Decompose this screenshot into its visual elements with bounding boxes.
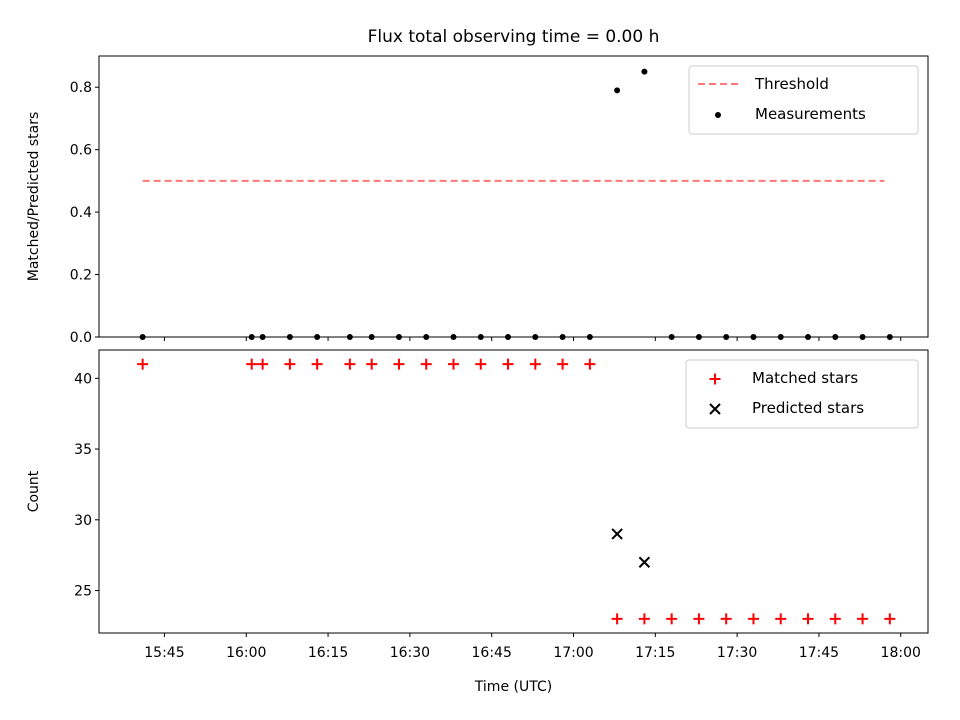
y-tick-label: 0.6 (70, 143, 92, 159)
matched-stars-point (857, 613, 869, 625)
measurements-point (395, 334, 402, 340)
y-tick-label: 0.4 (70, 205, 92, 221)
x-tick-label: 16:00 (226, 645, 266, 661)
predicted-stars-point-b (638, 556, 651, 568)
matched-stars-point (693, 613, 705, 625)
chart-title: Flux total observing time = 0.00 h (368, 27, 660, 47)
matched-stars-point (884, 613, 896, 625)
matched-stars-point (638, 613, 650, 625)
axes-frame (98, 55, 929, 338)
measurements-point (750, 334, 757, 340)
top-panel: 0.0 0.2 0.4 0.6 0.8 Matched/Predicted stars Fl… (26, 27, 929, 346)
predicted-stars-point (611, 528, 623, 540)
measurements-point (832, 334, 839, 340)
measurements-point (859, 334, 866, 340)
matched-stars-point (137, 358, 149, 370)
legend-swatch (709, 403, 721, 415)
predicted-stars-point-b (611, 528, 623, 540)
measurements-point (450, 334, 457, 340)
matched-stars-point (802, 613, 814, 625)
x-tick-label: 17:15 (635, 645, 675, 661)
axes-frame (98, 349, 929, 634)
y-tick-label: 0.0 (70, 330, 92, 346)
measurements-point (777, 334, 784, 340)
x-tick-label: 17:45 (799, 645, 839, 661)
measurements-point (559, 334, 566, 340)
y-tick-label: 30 (74, 513, 92, 529)
x-tick-label: 17:00 (553, 645, 593, 661)
measurements-point (346, 334, 353, 340)
matched-stars-point (720, 613, 732, 625)
x-tick-label: 16:15 (308, 645, 348, 661)
measurements-point (368, 334, 375, 340)
matched-stars-point (502, 358, 514, 370)
y-axis-label: Matched/Predicted stars (26, 112, 42, 282)
legend-swatch (709, 373, 721, 385)
legend-label: Threshold (754, 75, 829, 93)
x-tick-label: 16:45 (472, 645, 512, 661)
matched-stars-point (557, 358, 569, 370)
measurements-point (723, 334, 730, 340)
matched-stars-point (246, 358, 258, 370)
matched-stars-point (284, 358, 296, 370)
y-tick-label: 0.2 (70, 268, 92, 284)
x-tick-label: 16:30 (390, 645, 430, 661)
measurements-point (614, 87, 621, 94)
legend-label: Matched stars (752, 369, 858, 387)
measurements-point (314, 334, 321, 340)
measurements-point (805, 334, 812, 340)
matched-stars-point (475, 358, 487, 370)
matched-stars-point (366, 358, 378, 370)
measurements-point (641, 68, 648, 75)
matched-stars-point (420, 358, 432, 370)
x-tick-label: 18:00 (881, 645, 921, 661)
legend-swatch (715, 112, 721, 118)
legend-swatch-b (709, 403, 721, 415)
matched-stars-point (666, 613, 678, 625)
matched-stars-point (448, 358, 460, 370)
matched-stars-point (611, 613, 623, 625)
matched-stars-point (393, 358, 405, 370)
matched-stars-point (829, 613, 841, 625)
matched-stars-point (775, 613, 787, 625)
y-tick-label: 35 (74, 442, 92, 458)
matched-stars-point (529, 358, 541, 370)
y-tick-label: 40 (74, 371, 92, 387)
matched-stars-point (584, 358, 596, 370)
measurements-point (886, 334, 893, 340)
bottom-panel: 25 30 35 40 15:45 16:00 16:15 16:30 16:45 17:00 17… (26, 349, 929, 695)
measurements-point (423, 334, 430, 340)
measurements-point (586, 334, 593, 340)
x-tick-label: 17:30 (717, 645, 757, 661)
legend-box (688, 65, 919, 135)
matched-stars-point (311, 358, 323, 370)
measurements-point (139, 334, 146, 340)
legend-label: Measurements (755, 105, 866, 123)
matched-stars-point (344, 358, 356, 370)
matched-stars-point (257, 358, 269, 370)
measurements-point (477, 334, 484, 340)
legend-label: Predicted stars (752, 399, 864, 417)
x-tick-label: 15:45 (144, 645, 184, 661)
measurements-point (286, 334, 293, 340)
matched-stars-point (747, 613, 759, 625)
y-tick-label: 25 (74, 584, 92, 600)
measurements-point (532, 334, 539, 340)
measurements-point (259, 334, 266, 340)
measurements-point (695, 334, 702, 340)
legend-box (685, 359, 919, 429)
measurements-point (505, 334, 512, 340)
y-axis-label: Count (26, 470, 42, 512)
x-axis-label: Time (UTC) (474, 679, 552, 695)
measurements-point (248, 334, 255, 340)
measurements-point (668, 334, 675, 340)
y-tick-label: 0.8 (70, 80, 92, 96)
predicted-stars-point (638, 556, 651, 568)
